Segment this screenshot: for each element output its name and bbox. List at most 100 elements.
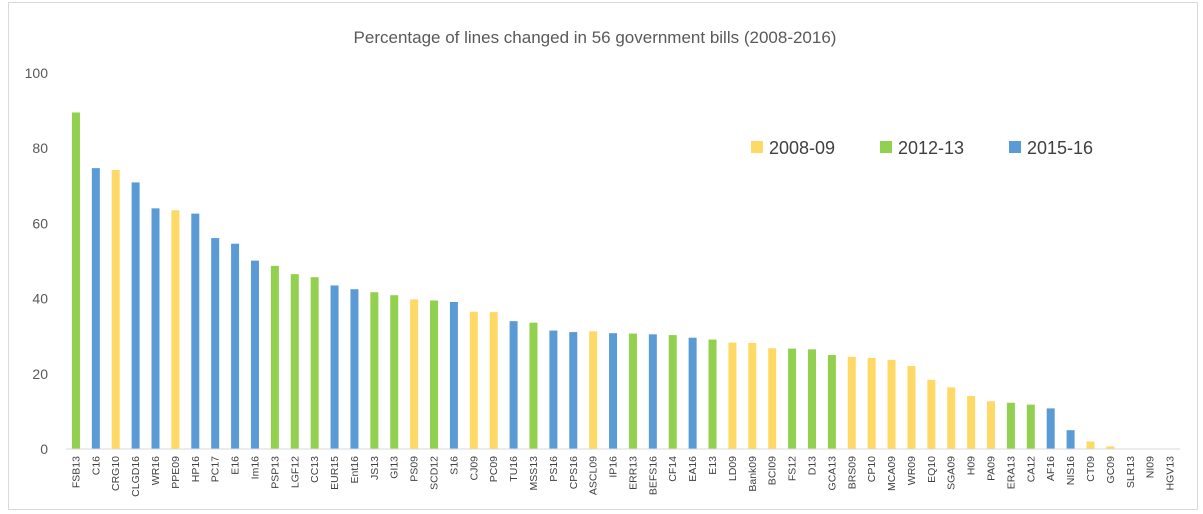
bar-MCA09	[887, 359, 896, 449]
x-tick-label: PS09	[409, 456, 421, 482]
x-tick-label: EUR15	[329, 456, 341, 490]
bar-SGA09	[947, 387, 956, 449]
y-tick-label: 60	[32, 215, 48, 231]
bar-FSB13	[71, 112, 80, 449]
x-tick-label: D13	[806, 456, 818, 475]
x-tick-label: LGF12	[289, 456, 301, 488]
legend-swatch	[751, 141, 763, 153]
x-tick-label: JS13	[369, 456, 381, 480]
bar-E16	[231, 243, 240, 449]
legend-swatch	[1009, 141, 1021, 153]
chart-frame	[8, 2, 1198, 510]
x-tick-label: ASCL09	[588, 456, 600, 495]
bar-Ent16	[350, 289, 359, 449]
bar-AF16	[1046, 408, 1055, 449]
bar-PPE09	[171, 210, 180, 449]
bar-CT09	[1086, 441, 1095, 449]
x-tick-label: ERR13	[627, 456, 639, 490]
x-tick-label: AF16	[1045, 456, 1057, 481]
bar-PS16	[549, 330, 558, 449]
x-tick-label: NI09	[1145, 456, 1157, 478]
x-tick-label: GI13	[389, 456, 401, 479]
bar-MSS13	[529, 322, 538, 449]
bar-BCI09	[768, 348, 777, 449]
x-tick-label: BRS09	[846, 456, 858, 489]
x-tick-label: HGV13	[1165, 456, 1177, 491]
x-tick-label: LD09	[727, 456, 739, 481]
x-tick-label: CC13	[309, 456, 321, 483]
x-tick-label: Im16	[249, 456, 261, 480]
bar-JS13	[370, 292, 379, 449]
legend: 2008-09 2012-13 2015-16	[751, 138, 1093, 158]
bar-EA16	[688, 337, 697, 449]
bar-E13	[708, 339, 717, 449]
bar-GCA13	[827, 355, 836, 449]
bar-D13	[807, 349, 816, 449]
x-tick-label: FSB13	[70, 456, 82, 488]
x-tick-label: C16	[90, 456, 102, 475]
bar-EUR15	[330, 285, 339, 449]
bars-group	[71, 112, 1115, 450]
bar-CP10	[867, 358, 876, 449]
bar-WR16	[151, 208, 160, 449]
legend-label: 2012-13	[898, 138, 964, 158]
x-tick-label: MSS13	[528, 456, 540, 491]
bar-PA09	[987, 401, 996, 449]
x-tick-label: BCI09	[767, 456, 779, 485]
bar-CF14	[668, 335, 677, 449]
x-tick-label: NIS16	[1065, 456, 1077, 485]
bar-IP16	[609, 333, 618, 449]
bar-CA12	[1026, 404, 1035, 449]
x-tick-label: CJ09	[468, 456, 480, 481]
x-tick-label: CRG10	[110, 456, 122, 491]
x-tick-label: SGA09	[946, 456, 958, 490]
bar-BRS09	[847, 356, 856, 449]
x-tick-label: CF14	[667, 456, 679, 482]
bar-H09	[967, 395, 976, 449]
bar-Bank09	[748, 342, 757, 449]
bar-PSP13	[270, 265, 279, 449]
x-axis: FSB13 C16 CRG10 CLGD16 WR16 PPE09 HP16 PC17 E16 I…	[66, 448, 1180, 497]
legend-swatch	[880, 141, 892, 153]
y-axis: 0 20 40 60 80 100	[25, 65, 49, 457]
x-tick-label: CP10	[866, 456, 878, 482]
bar-GI13	[390, 295, 399, 449]
bar-PC17	[211, 238, 220, 449]
bar-ERA13	[1006, 402, 1015, 449]
chart-title: Percentage of lines changed in 56 govern…	[354, 28, 837, 47]
x-tick-label: H09	[966, 456, 978, 475]
y-tick-label: 100	[25, 65, 49, 81]
bar-CPS16	[569, 332, 578, 449]
x-tick-label: PC17	[210, 456, 222, 482]
x-tick-label: IP16	[608, 456, 620, 478]
x-tick-label: GCA13	[826, 456, 838, 491]
bar-FS12	[788, 348, 797, 449]
y-tick-label: 20	[32, 366, 48, 382]
x-tick-label: ERA13	[1005, 456, 1017, 489]
bar-LD09	[728, 342, 737, 449]
y-tick-label: 80	[32, 140, 48, 156]
x-tick-label: TU16	[508, 456, 520, 482]
x-tick-label: Ent16	[349, 456, 361, 484]
x-tick-label: CT09	[1085, 456, 1097, 482]
x-tick-label: MCA09	[886, 456, 898, 491]
bar-CJ09	[469, 311, 478, 449]
x-tick-label: BEFS16	[647, 456, 659, 495]
x-tick-label: WR09	[906, 456, 918, 485]
x-tick-label: Bank09	[747, 456, 759, 492]
y-tick-label: 40	[32, 291, 48, 307]
bar-PC09	[489, 312, 498, 449]
bar-SCD12	[430, 300, 439, 449]
x-tick-label: FS12	[787, 456, 799, 481]
bar-EQ10	[927, 379, 936, 449]
bar-CLGD16	[131, 182, 140, 449]
x-tick-label: EA16	[687, 456, 699, 482]
bar-BEFS16	[648, 334, 657, 449]
y-tick-label: 0	[40, 441, 48, 457]
x-tick-label: SLR13	[1125, 456, 1137, 488]
bar-WR09	[907, 365, 916, 449]
x-tick-label: E16	[230, 456, 242, 475]
bar-ERR13	[628, 333, 637, 449]
bar-TU16	[509, 321, 518, 449]
